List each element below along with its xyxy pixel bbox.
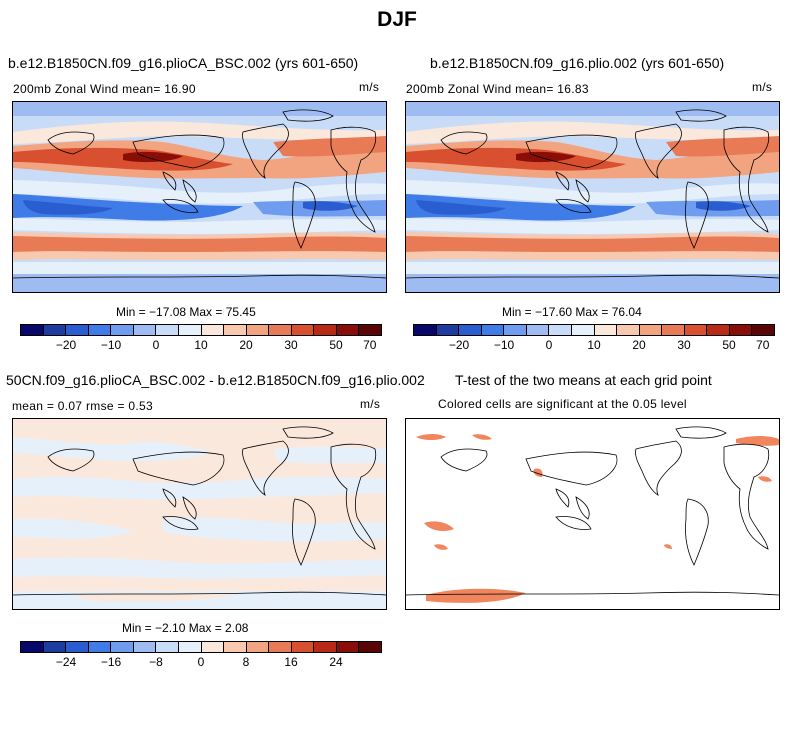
panel-subtitle-top-left: 200mb Zonal Wind mean= 16.90 (13, 82, 196, 96)
colorbar-tick-label: 50 (329, 338, 343, 352)
stats-top-left: Min = −17.08 Max = 75.45 (116, 305, 256, 319)
colorbar-swatch (707, 325, 730, 335)
colorbar-swatch (414, 325, 437, 335)
map-bottom-left (12, 418, 387, 610)
units-label-top-left: m/s (359, 80, 380, 94)
colorbar-swatch (662, 325, 685, 335)
colorbar-swatch (133, 325, 157, 335)
colorbar-swatch (594, 325, 618, 335)
colorbar-swatch (269, 325, 292, 335)
colorbar-swatch (88, 642, 112, 652)
colorbar-swatch (359, 642, 381, 652)
colorbar-tick-label: 0 (152, 338, 160, 352)
colorbar-swatch (571, 325, 595, 335)
colorbar-tick-label: −20 (55, 338, 77, 352)
colorbar-tick-label: 20 (632, 338, 646, 352)
colorbar-swatch (246, 325, 270, 335)
colorbar-swatch (684, 325, 708, 335)
colorbar-tick-label: −8 (149, 655, 163, 669)
colorbar-swatch (269, 642, 292, 652)
colorbar-swatch (88, 325, 112, 335)
panel-title-top-right: b.e12.B1850CN.f09_g16.plio.002 (yrs 601-… (430, 55, 725, 71)
colorbar-tick-label: 70 (363, 338, 377, 352)
colorbar-tick-label: 10 (587, 338, 601, 352)
colorbar-swatch (729, 325, 753, 335)
stats-top-right: Min = −17.60 Max = 76.04 (502, 305, 642, 319)
colorbar-swatch (359, 325, 381, 335)
colorbar-tick-label: 10 (194, 338, 208, 352)
ttest-significance-map (406, 419, 779, 609)
colorbar-tick-label: −16 (100, 655, 122, 669)
stats-bottom-left: Min = −2.10 Max = 2.08 (122, 621, 249, 635)
colorbar-tick-label: 24 (329, 655, 343, 669)
colorbar-swatch (752, 325, 774, 335)
colorbar-tick-label: 16 (284, 655, 298, 669)
colorbar-swatch (133, 642, 157, 652)
colorbar-swatch (246, 642, 270, 652)
colorbar-swatch (291, 325, 315, 335)
colorbar-swatch (481, 325, 505, 335)
colorbar-swatch (178, 325, 202, 335)
colorbar-swatch (201, 325, 225, 335)
colorbar-swatch (617, 325, 640, 335)
panel-subtitle-bottom-right: Colored cells are significant at the 0.0… (438, 397, 687, 411)
colorbar-swatch (66, 325, 89, 335)
colorbar-swatch (178, 642, 202, 652)
colorbar-swatch (156, 642, 179, 652)
colorbar-swatch (21, 642, 44, 652)
colorbar-swatch (156, 325, 179, 335)
colorbar-swatch (459, 325, 482, 335)
units-label-bottom-left: m/s (360, 397, 381, 411)
colorbar-top-left (20, 324, 382, 336)
colorbar-swatch (336, 642, 360, 652)
panel-title-bottom-right: T-test of the two means at each grid poi… (455, 372, 712, 388)
colorbar-swatch (224, 642, 247, 652)
colorbar-top-right (413, 324, 775, 336)
colorbar-swatch (314, 642, 337, 652)
colorbar-swatch (66, 642, 89, 652)
colorbar-tick-label: 20 (239, 338, 253, 352)
zonal-wind-map-control (406, 102, 779, 292)
panel-title-top-left: b.e12.B1850CN.f09_g16.plioCA_BSC.002 (yr… (8, 55, 359, 71)
colorbar-swatch (201, 642, 225, 652)
colorbar-swatch (224, 325, 247, 335)
colorbar-swatch (291, 642, 315, 652)
colorbar-tick-label: −10 (493, 338, 515, 352)
colorbar-swatch (43, 325, 67, 335)
colorbar-swatch (504, 325, 527, 335)
units-label-top-right: m/s (752, 80, 773, 94)
colorbar-tick-label: 30 (284, 338, 298, 352)
colorbar-swatch (639, 325, 663, 335)
colorbar-tick-label: −10 (100, 338, 122, 352)
colorbar-swatch (436, 325, 460, 335)
colorbar-tick-label: 70 (756, 338, 770, 352)
colorbar-swatch (43, 642, 67, 652)
colorbar-tick-label: 0 (197, 655, 205, 669)
colorbar-swatch (314, 325, 337, 335)
colorbar-tick-label: −20 (448, 338, 470, 352)
colorbar-swatch (336, 325, 360, 335)
map-bottom-right (405, 418, 780, 610)
panel-title-bottom-left: 50CN.f09_g16.plioCA_BSC.002 - b.e12.B185… (6, 372, 425, 388)
colorbar-tick-label: −24 (55, 655, 77, 669)
colorbar-swatch (21, 325, 44, 335)
zonal-wind-map-experiment (13, 102, 386, 292)
colorbar-tick-label: 30 (677, 338, 691, 352)
panel-subtitle-bottom-left: mean = 0.07 rmse = 0.53 (12, 399, 153, 413)
figure-title: DJF (377, 8, 417, 31)
colorbar-swatch (549, 325, 572, 335)
colorbar-tick-label: 8 (242, 655, 250, 669)
colorbar-swatch (111, 325, 134, 335)
colorbar-swatch (526, 325, 550, 335)
map-top-left (12, 101, 387, 293)
colorbar-swatch (111, 642, 134, 652)
colorbar-tick-label: 0 (545, 338, 553, 352)
panel-subtitle-top-right: 200mb Zonal Wind mean= 16.83 (406, 82, 589, 96)
map-top-right (405, 101, 780, 293)
difference-map (13, 419, 386, 609)
colorbar-bottom-left (20, 641, 382, 653)
colorbar-tick-label: 50 (722, 338, 736, 352)
